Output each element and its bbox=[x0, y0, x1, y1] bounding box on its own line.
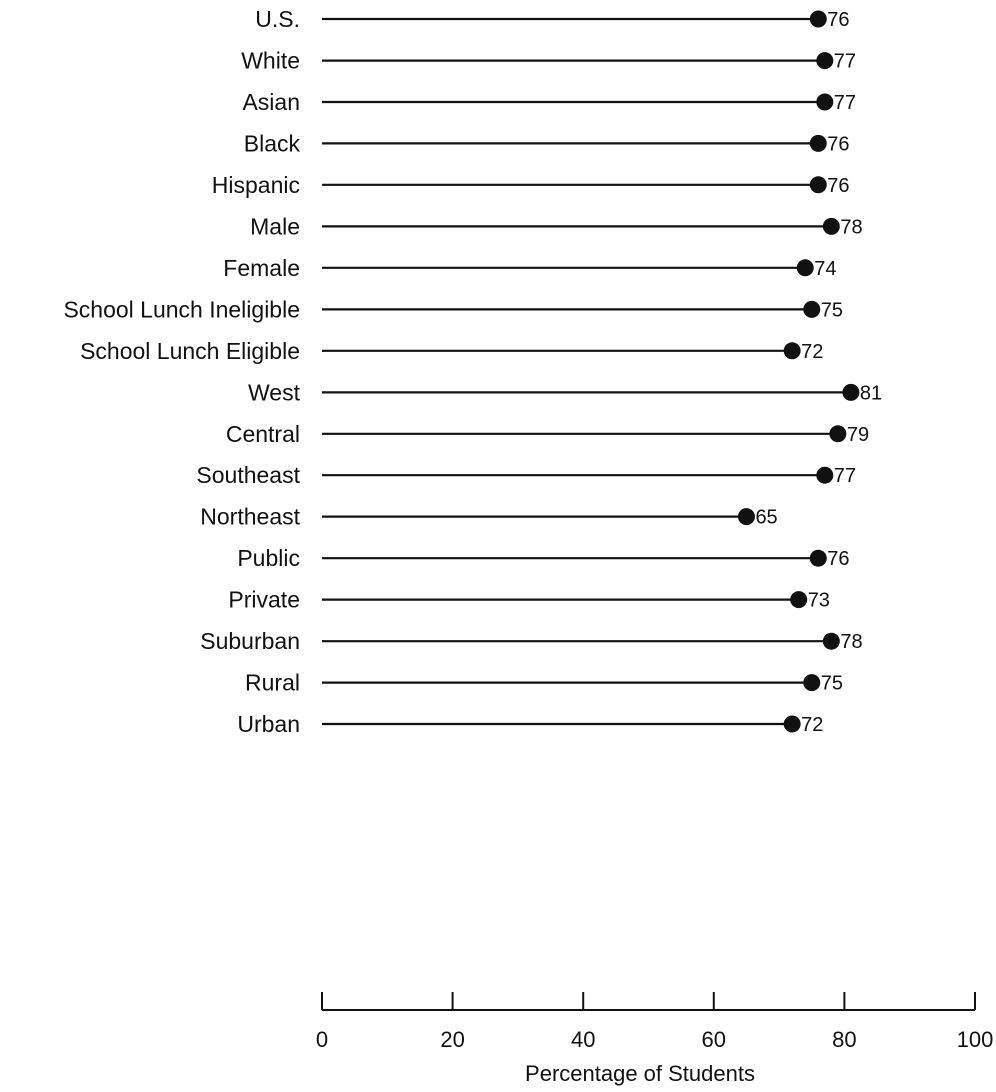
row-hispanic: Hispanic 76 bbox=[212, 172, 850, 198]
value-label: 77 bbox=[834, 51, 856, 73]
row-public: Public 76 bbox=[237, 545, 849, 571]
category-label: Black bbox=[244, 130, 301, 156]
lollipop-marker bbox=[816, 466, 834, 484]
value-label: 76 bbox=[827, 548, 849, 570]
lollipop-marker bbox=[783, 715, 801, 733]
row-white: White 77 bbox=[241, 48, 856, 74]
value-label: 75 bbox=[821, 673, 843, 695]
lollipop-marker bbox=[822, 632, 840, 650]
row-southeast: Southeast 77 bbox=[196, 462, 856, 488]
x-axis: 0 20 40 60 80 100 bbox=[316, 992, 993, 1052]
category-label: Female bbox=[223, 255, 300, 281]
x-axis-title: Percentage of Students bbox=[525, 1061, 755, 1086]
row-asian: Asian 77 bbox=[242, 89, 856, 115]
value-label: 78 bbox=[840, 216, 862, 238]
row-school-lunch-eligible: School Lunch Eligible 72 bbox=[80, 338, 823, 364]
lollipop-marker bbox=[809, 134, 827, 152]
x-tick-label: 100 bbox=[957, 1027, 994, 1052]
row-urban: Urban 72 bbox=[237, 711, 823, 737]
category-label: Private bbox=[228, 587, 300, 613]
row-school-lunch-ineligible: School Lunch Ineligible 75 bbox=[63, 296, 843, 322]
row-black: Black 76 bbox=[244, 130, 850, 156]
chart-rows: U.S. 76 White 77 Asian 77 Black 76 Hispanic 76 Mal… bbox=[63, 6, 882, 737]
lollipop-marker bbox=[809, 10, 827, 28]
x-tick-label: 0 bbox=[316, 1027, 328, 1052]
category-label: Suburban bbox=[200, 628, 300, 654]
category-label: Asian bbox=[242, 89, 300, 115]
lollipop-marker bbox=[783, 342, 801, 360]
category-label: Urban bbox=[237, 711, 300, 737]
lollipop-marker bbox=[822, 217, 840, 235]
row-rural: Rural 75 bbox=[245, 670, 843, 696]
category-label: School Lunch Eligible bbox=[80, 338, 300, 364]
row-west: West 81 bbox=[248, 379, 882, 405]
row-suburban: Suburban 78 bbox=[200, 628, 862, 654]
category-label: Hispanic bbox=[212, 172, 300, 198]
lollipop-marker bbox=[790, 591, 808, 609]
category-label: Public bbox=[237, 545, 300, 571]
lollipop-marker bbox=[803, 300, 821, 318]
row-male: Male 78 bbox=[250, 213, 862, 239]
category-label: School Lunch Ineligible bbox=[63, 296, 300, 322]
value-label: 79 bbox=[847, 424, 869, 446]
value-label: 75 bbox=[821, 299, 843, 321]
value-label: 76 bbox=[827, 175, 849, 197]
category-label: Northeast bbox=[200, 504, 300, 530]
x-tick-label: 60 bbox=[702, 1027, 726, 1052]
x-tick-label: 40 bbox=[571, 1027, 595, 1052]
lollipop-marker bbox=[796, 259, 814, 277]
lollipop-marker bbox=[803, 674, 821, 692]
lollipop-marker bbox=[842, 383, 860, 401]
lollipop-marker bbox=[816, 93, 834, 111]
row-private: Private 73 bbox=[228, 587, 830, 613]
category-label: U.S. bbox=[255, 6, 300, 32]
lollipop-marker bbox=[809, 176, 827, 194]
x-tick-label: 20 bbox=[440, 1027, 464, 1052]
lollipop-marker bbox=[829, 425, 847, 443]
category-label: Rural bbox=[245, 670, 300, 696]
category-label: White bbox=[241, 48, 300, 74]
lollipop-marker bbox=[737, 508, 755, 526]
value-label: 73 bbox=[808, 590, 830, 612]
value-label: 72 bbox=[801, 341, 823, 363]
category-label: Male bbox=[250, 213, 300, 239]
category-label: West bbox=[248, 379, 301, 405]
x-axis-ticks: 0 20 40 60 80 100 bbox=[316, 992, 993, 1052]
category-label: Central bbox=[226, 421, 300, 447]
value-label: 76 bbox=[827, 133, 849, 155]
value-label: 78 bbox=[840, 631, 862, 653]
value-label: 76 bbox=[827, 9, 849, 31]
lollipop-marker bbox=[809, 549, 827, 567]
value-label: 65 bbox=[755, 507, 777, 529]
row-female: Female 74 bbox=[223, 255, 836, 281]
value-label: 74 bbox=[814, 258, 836, 280]
value-label: 72 bbox=[801, 714, 823, 736]
row-northeast: Northeast 65 bbox=[200, 504, 777, 530]
lollipop-marker bbox=[816, 52, 834, 70]
value-label: 77 bbox=[834, 465, 856, 487]
value-label: 77 bbox=[834, 92, 856, 114]
row-central: Central 79 bbox=[226, 421, 869, 447]
category-label: Southeast bbox=[196, 462, 300, 488]
x-tick-label: 80 bbox=[832, 1027, 856, 1052]
value-label: 81 bbox=[860, 382, 882, 404]
row-u-s: U.S. 76 bbox=[255, 6, 849, 32]
